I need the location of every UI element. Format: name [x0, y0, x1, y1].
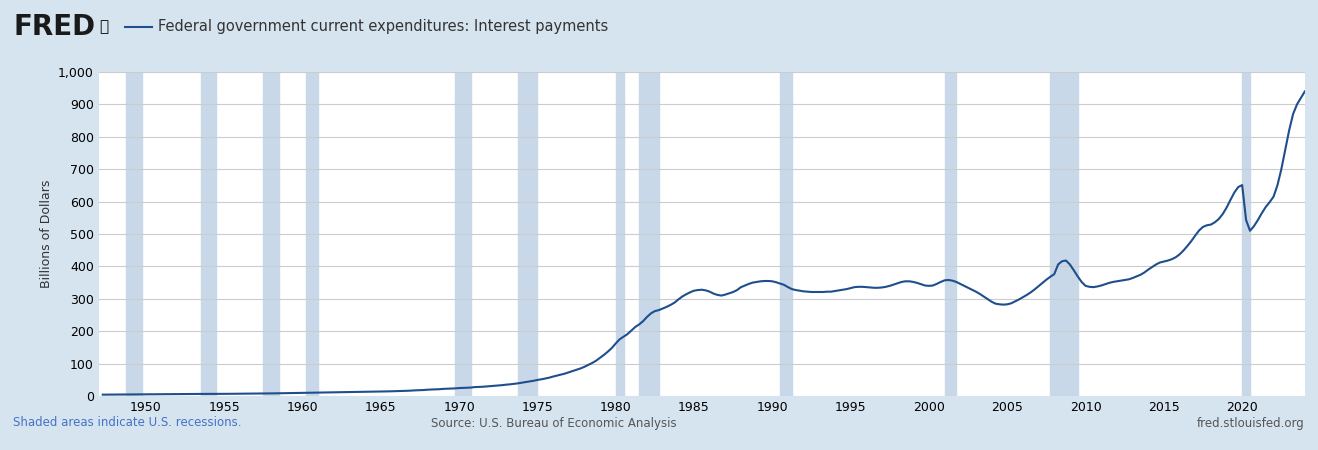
Bar [639, 72, 659, 396]
Bar [1242, 72, 1249, 396]
Bar [127, 72, 142, 396]
Text: Federal government current expenditures: Interest payments: Federal government current expenditures:… [158, 19, 609, 35]
Text: 📈: 📈 [99, 19, 108, 35]
Text: fred.stlouisfed.org: fred.stlouisfed.org [1197, 417, 1305, 429]
Bar [455, 72, 471, 396]
Bar [306, 72, 318, 396]
Text: FRED: FRED [13, 13, 95, 41]
Text: Shaded areas indicate U.S. recessions.: Shaded areas indicate U.S. recessions. [13, 417, 241, 429]
Bar [518, 72, 538, 396]
Text: Source: U.S. Bureau of Economic Analysis: Source: U.S. Bureau of Economic Analysis [431, 417, 676, 429]
Y-axis label: Billions of Dollars: Billions of Dollars [40, 180, 53, 288]
Bar [780, 72, 792, 396]
Bar [264, 72, 279, 396]
Bar [200, 72, 216, 396]
Bar [616, 72, 623, 396]
Bar [1050, 72, 1078, 396]
Bar [945, 72, 957, 396]
